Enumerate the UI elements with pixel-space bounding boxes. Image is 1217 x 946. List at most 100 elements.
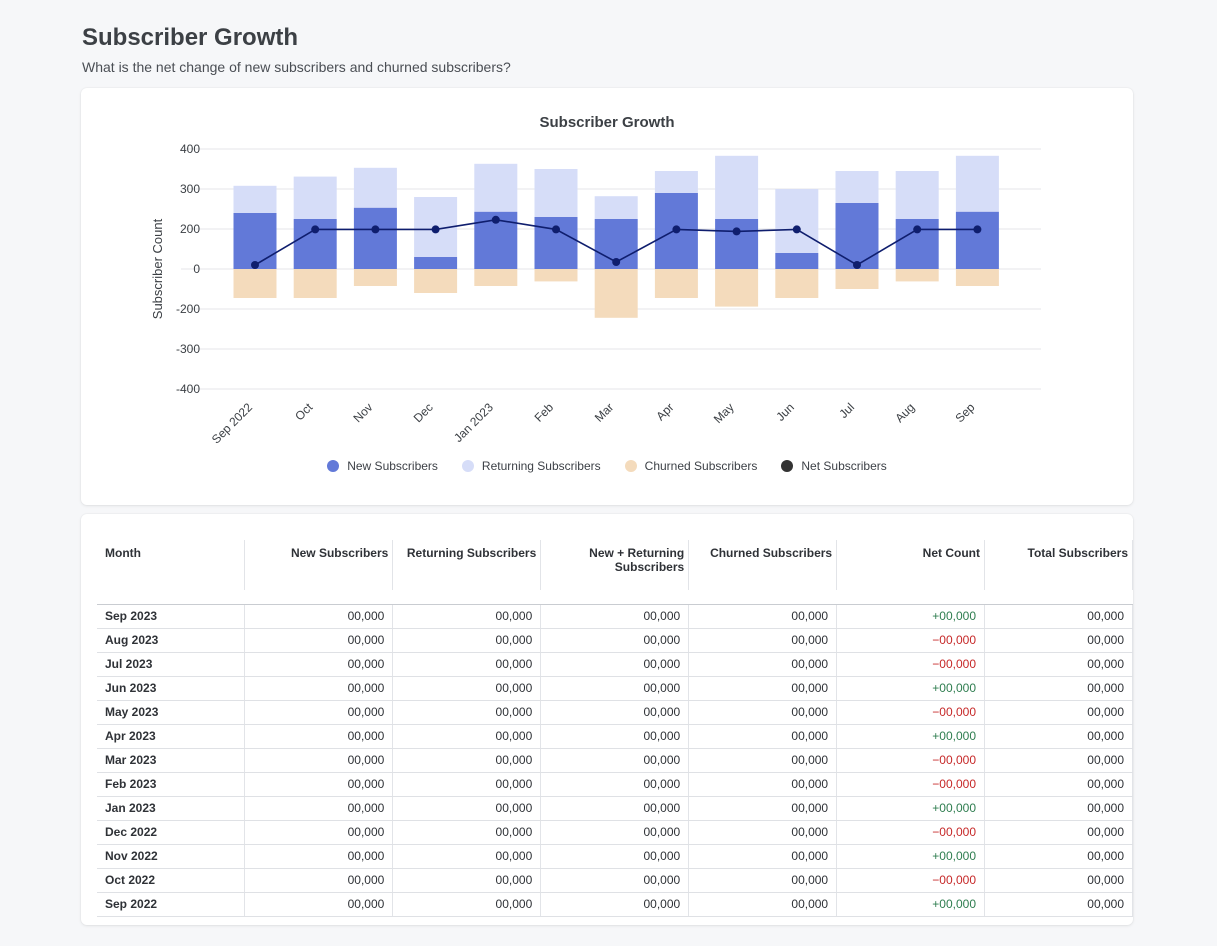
- table-cell-month: Jan 2023: [97, 796, 246, 821]
- net-subscribers-point: [612, 258, 621, 266]
- bar-churned: [233, 269, 277, 298]
- table-cell-returning: 00,000: [392, 676, 542, 701]
- column-header-churned[interactable]: Churned Subscribers: [688, 540, 838, 590]
- subscriber-growth-chart: Subscriber Growth Subscriber Count 400 300 2…: [150, 114, 1041, 446]
- table-row[interactable]: Mar 2023 00,000 00,000 00,000 00,000 −00,000 0…: [97, 748, 1133, 773]
- legend-item-returning[interactable]: Returning Subscribers: [461, 459, 601, 473]
- legend-item-new[interactable]: New Subscribers: [327, 459, 438, 473]
- bar-churned: [293, 269, 337, 298]
- table-cell-net: −00,000: [836, 820, 985, 845]
- table-row[interactable]: Oct 2022 00,000 00,000 00,000 00,000 −00,000 0…: [97, 868, 1133, 893]
- bar-returning: [835, 171, 879, 203]
- column-header-combined[interactable]: New + Returning Subscribers: [540, 540, 690, 590]
- table-cell-total: 00,000: [984, 892, 1133, 917]
- table-cell-churned: 00,000: [688, 748, 838, 773]
- bar-churned: [534, 269, 578, 282]
- bar-returning: [474, 163, 518, 212]
- column-header-returning[interactable]: Returning Subscribers: [392, 540, 542, 590]
- y-tick-label: -400: [176, 382, 200, 396]
- table-cell-total: 00,000: [984, 724, 1133, 749]
- x-tick-label: Aug: [892, 400, 917, 425]
- net-subscribers-point: [431, 225, 440, 234]
- table-body: Sep 2023 00,000 00,000 00,000 00,000 +00,000 0…: [97, 604, 1133, 917]
- table-cell-month: Aug 2023: [97, 628, 246, 653]
- table-cell-month: Nov 2022: [97, 844, 246, 869]
- table-cell-new: 00,000: [244, 796, 394, 821]
- table-row[interactable]: Dec 2022 00,000 00,000 00,000 00,000 −00,000 0…: [97, 820, 1133, 845]
- bar-new: [233, 213, 277, 269]
- column-header-total[interactable]: Total Subscribers: [984, 540, 1133, 590]
- chart-legend: New Subscribers Returning Subscribers Ch…: [81, 459, 1133, 473]
- table-cell-churned: 00,000: [688, 796, 838, 821]
- y-tick-label: 400: [180, 142, 200, 156]
- table-cell-total: 00,000: [984, 676, 1133, 701]
- table-row[interactable]: Jan 2023 00,000 00,000 00,000 00,000 +00,000 0…: [97, 796, 1133, 821]
- net-subscribers-point: [552, 225, 560, 234]
- table-cell-returning: 00,000: [392, 772, 542, 797]
- table-cell-returning: 00,000: [392, 700, 542, 725]
- table-row[interactable]: Sep 2023 00,000 00,000 00,000 00,000 +00,000 0…: [97, 604, 1133, 629]
- table-cell-combined: 00,000: [540, 652, 690, 677]
- net-subscribers-point: [853, 261, 861, 269]
- table-cell-total: 00,000: [984, 628, 1133, 653]
- legend-item-churned[interactable]: Churned Subscribers: [624, 459, 757, 473]
- column-header-month[interactable]: Month: [97, 540, 246, 590]
- table-row[interactable]: Jul 2023 00,000 00,000 00,000 00,000 −00,000 0…: [97, 652, 1133, 677]
- y-tick-label: -200: [176, 302, 200, 316]
- table-row[interactable]: Jun 2023 00,000 00,000 00,000 00,000 +00,000 0…: [97, 676, 1133, 701]
- table-cell-returning: 00,000: [392, 796, 542, 821]
- table-cell-net: −00,000: [836, 868, 985, 893]
- table-cell-returning: 00,000: [392, 868, 542, 893]
- column-header-net[interactable]: Net Count: [836, 540, 985, 590]
- net-subscribers-point: [913, 225, 922, 234]
- table-cell-net: +00,000: [836, 676, 985, 701]
- table-cell-combined: 00,000: [540, 820, 690, 845]
- table-cell-returning: 00,000: [392, 820, 542, 845]
- x-tick-label: Oct: [292, 400, 316, 424]
- table-cell-month: Jul 2023: [97, 652, 246, 677]
- table-cell-churned: 00,000: [688, 868, 838, 893]
- legend-item-net[interactable]: Net Subscribers: [781, 459, 887, 473]
- table-cell-combined: 00,000: [540, 724, 690, 749]
- legend-swatch-new: [327, 460, 340, 472]
- subscriber-table-card: Month New Subscribers Returning Subscrib…: [81, 514, 1133, 925]
- table-cell-net: +00,000: [836, 796, 985, 821]
- table-cell-returning: 00,000: [392, 724, 542, 749]
- bar-new: [775, 253, 819, 269]
- table-row[interactable]: May 2023 00,000 00,000 00,000 00,000 −00,000 0…: [97, 700, 1133, 725]
- table-row[interactable]: Apr 2023 00,000 00,000 00,000 00,000 +00,000 0…: [97, 724, 1133, 749]
- table-cell-month: Apr 2023: [97, 724, 246, 749]
- bar-churned: [955, 269, 999, 286]
- y-tick-label: 300: [180, 182, 200, 196]
- table-row[interactable]: Aug 2023 00,000 00,000 00,000 00,000 −00,000 0…: [97, 628, 1133, 653]
- table-cell-new: 00,000: [244, 700, 394, 725]
- table-cell-new: 00,000: [244, 628, 394, 653]
- table-row[interactable]: Nov 2022 00,000 00,000 00,000 00,000 +00,000 0…: [97, 844, 1133, 869]
- bar-new: [534, 217, 578, 269]
- table-cell-total: 00,000: [984, 868, 1133, 893]
- net-subscribers-point: [491, 215, 500, 224]
- table-cell-combined: 00,000: [540, 772, 690, 797]
- table-cell-month: Sep 2022: [97, 892, 246, 917]
- table-cell-net: −00,000: [836, 628, 985, 653]
- table-row[interactable]: Feb 2023 00,000 00,000 00,000 00,000 −00,000 0…: [97, 772, 1133, 797]
- table-row[interactable]: Sep 2022 00,000 00,000 00,000 00,000 +00,000 0…: [97, 892, 1133, 917]
- table-cell-combined: 00,000: [540, 676, 690, 701]
- x-tick-label: Dec: [411, 400, 436, 425]
- table-cell-churned: 00,000: [688, 724, 838, 749]
- column-header-new[interactable]: New Subscribers: [244, 540, 394, 590]
- bar-returning: [895, 171, 939, 219]
- table-cell-month: Dec 2022: [97, 820, 246, 845]
- legend-label-net: Net Subscribers: [801, 459, 887, 473]
- bar-returning: [534, 169, 578, 217]
- chart-title: Subscriber Growth: [539, 114, 674, 131]
- bar-new: [414, 257, 458, 269]
- x-tick-label: Jul: [836, 400, 857, 421]
- table-cell-combined: 00,000: [540, 892, 690, 917]
- table-cell-net: −00,000: [836, 700, 985, 725]
- table-cell-churned: 00,000: [688, 844, 838, 869]
- table-cell-churned: 00,000: [688, 700, 838, 725]
- x-tick-label: Jun: [773, 400, 797, 424]
- bar-returning: [233, 185, 277, 213]
- table-cell-total: 00,000: [984, 844, 1133, 869]
